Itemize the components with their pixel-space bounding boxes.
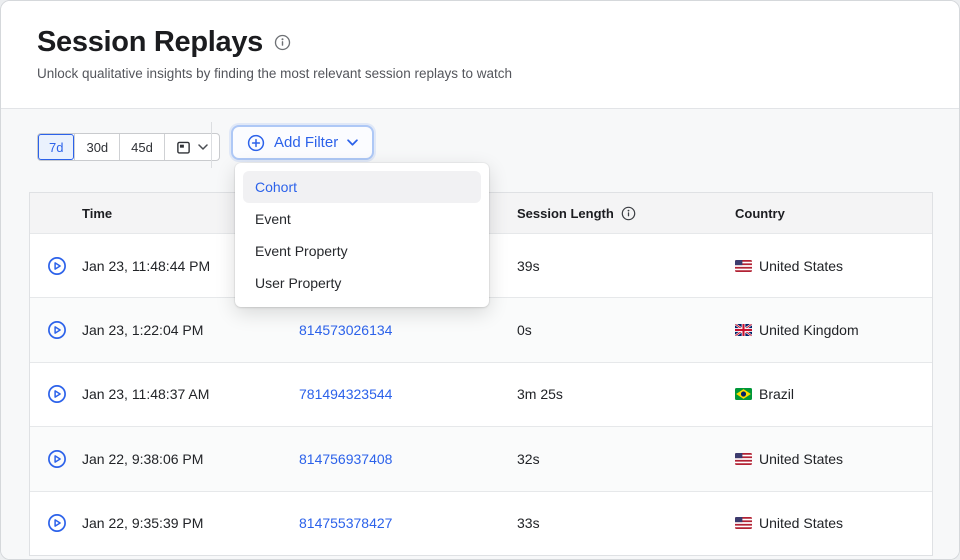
session-length: 3m 25s — [517, 386, 563, 403]
session-id-link[interactable]: 814756937408 — [299, 450, 393, 467]
calendar-icon — [176, 140, 191, 155]
session-row: Jan 23, 1:22:04 PM 814573026134 0s — [30, 297, 932, 362]
add-filter-label: Add Filter — [274, 134, 339, 151]
session-length: 32s — [517, 450, 540, 467]
session-id-link[interactable]: 814755378427 — [299, 515, 393, 532]
session-time: Jan 22, 9:38:06 PM — [82, 450, 204, 467]
session-country: Brazil — [735, 386, 932, 402]
country-name: United States — [759, 257, 844, 274]
date-range-button[interactable]: 7d — [38, 134, 75, 160]
add-filter-button[interactable]: Add Filter — [231, 125, 375, 160]
date-range-button[interactable]: 45d — [119, 134, 164, 160]
filter-menu-item[interactable]: Cohort — [243, 171, 481, 203]
chevron-down-icon — [347, 139, 358, 146]
column-header-time: Time — [82, 205, 113, 221]
content-section: 7d 30d 45d — [1, 108, 959, 559]
session-country: United States — [735, 451, 932, 467]
session-country: United States — [735, 515, 932, 531]
session-length-info-icon[interactable] — [621, 206, 636, 221]
us-flag-icon — [735, 517, 752, 530]
page-title: Session Replays — [37, 26, 263, 58]
br-flag-icon — [735, 388, 752, 401]
country-name: United Kingdom — [759, 322, 859, 339]
filter-menu-item[interactable]: User Property — [255, 275, 342, 291]
country-name: United States — [759, 450, 844, 467]
session-length: 33s — [517, 515, 540, 532]
filter-menu-item[interactable]: Event Property — [255, 243, 348, 259]
session-country: United Kingdom — [735, 322, 932, 338]
play-replay-button[interactable] — [47, 513, 67, 533]
country-name: United States — [759, 515, 844, 532]
us-flag-icon — [735, 452, 752, 465]
toolbar-divider — [211, 122, 212, 168]
session-row: Jan 23, 11:48:37 AM 781494323544 3m 25s — [30, 361, 932, 427]
title-info-icon[interactable] — [274, 34, 291, 51]
session-time: Jan 22, 9:35:39 PM — [82, 515, 204, 532]
play-replay-button[interactable] — [47, 320, 67, 340]
session-length: 0s — [517, 322, 532, 339]
play-replay-button[interactable] — [47, 256, 67, 276]
session-length-label: Session Length — [517, 205, 614, 221]
page-subtitle: Unlock qualitative insights by finding t… — [37, 66, 512, 81]
session-id-link[interactable]: 814573026134 — [299, 322, 393, 339]
session-time: Jan 23, 11:48:44 PM — [82, 257, 211, 274]
session-row: Jan 22, 9:38:06 PM 814756937408 32s — [30, 426, 932, 491]
us-flag-icon — [735, 259, 752, 272]
plus-circle-icon — [247, 134, 265, 152]
session-length: 39s — [517, 257, 540, 274]
filter-menu-item[interactable]: Event — [255, 211, 291, 227]
date-range-control: 7d 30d 45d — [37, 133, 220, 161]
session-country: United States — [735, 258, 932, 274]
add-filter-menu: Cohort Event Event Property User Propert… — [235, 163, 489, 307]
gb-flag-icon — [735, 324, 752, 337]
app-header: Session Replays Unlock qualitative insig… — [1, 1, 959, 108]
play-replay-button[interactable] — [47, 384, 67, 404]
column-header-session-length: Session Length — [517, 206, 735, 221]
session-time: Jan 23, 11:48:37 AM — [82, 386, 210, 403]
date-picker-button[interactable] — [163, 134, 219, 160]
date-range-button[interactable]: 30d — [74, 134, 119, 160]
chevron-down-icon — [198, 144, 208, 150]
play-replay-button[interactable] — [47, 449, 67, 469]
session-id-link[interactable]: 781494323544 — [299, 386, 393, 403]
country-name: Brazil — [759, 386, 795, 403]
session-row: Jan 22, 9:35:39 PM 814755378427 33s — [30, 490, 932, 555]
column-header-country: Country — [735, 205, 785, 221]
session-time: Jan 23, 1:22:04 PM — [82, 322, 204, 339]
